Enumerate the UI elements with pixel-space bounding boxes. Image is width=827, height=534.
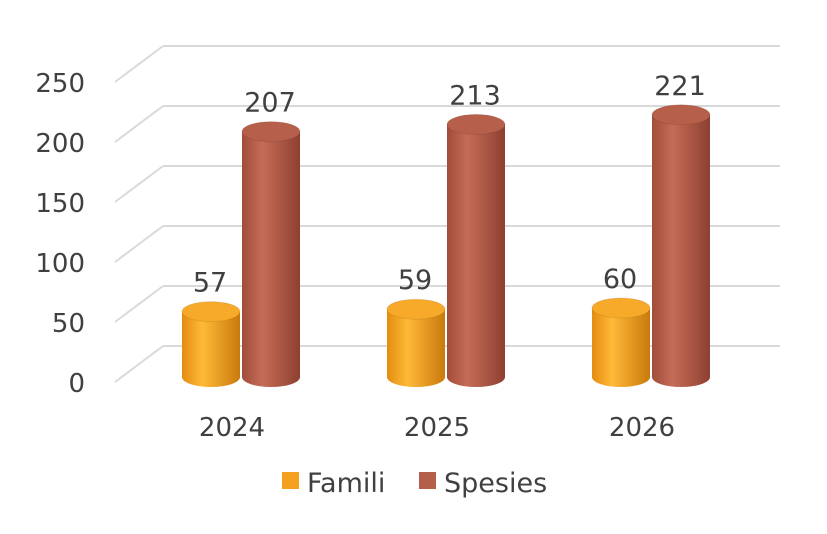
legend-label: Spesies [444,468,547,499]
bars [181,104,711,388]
data-label: 213 [449,80,501,111]
bar-spesies-2026 [651,104,711,388]
legend-swatch [282,472,299,489]
x-tick-label: 2026 [609,413,675,443]
y-tick-label: 100 [35,249,85,279]
legend: Famili Spesies [282,468,547,499]
legend-label: Famili [307,468,385,499]
bar-famili-2025 [386,298,446,387]
bar-famili-2024 [181,301,241,387]
y-tick-label: 50 [52,309,85,339]
x-axis-ticks: 2024 2025 2026 [199,413,675,443]
bar-famili-2026 [591,297,651,387]
y-tick-label: 150 [35,189,85,219]
data-label: 221 [654,71,706,102]
y-axis-ticks: 0 50 100 150 200 250 [35,69,85,399]
x-tick-label: 2025 [404,413,470,443]
data-labels: 57 207 59 213 60 221 [193,71,706,299]
legend-item-spesies: Spesies [419,468,547,499]
y-tick-label: 200 [35,129,85,159]
legend-swatch [419,472,436,489]
gridline [114,45,780,83]
y-tick-label: 250 [35,69,85,99]
bar-spesies-2025 [446,113,506,388]
data-label: 207 [244,88,296,119]
y-tick-label: 0 [68,369,85,399]
data-label: 57 [193,268,227,299]
data-label: 59 [398,265,432,296]
bar-spesies-2024 [241,121,301,387]
data-label: 60 [603,264,637,295]
x-tick-label: 2024 [199,413,265,443]
legend-item-famili: Famili [282,468,385,499]
